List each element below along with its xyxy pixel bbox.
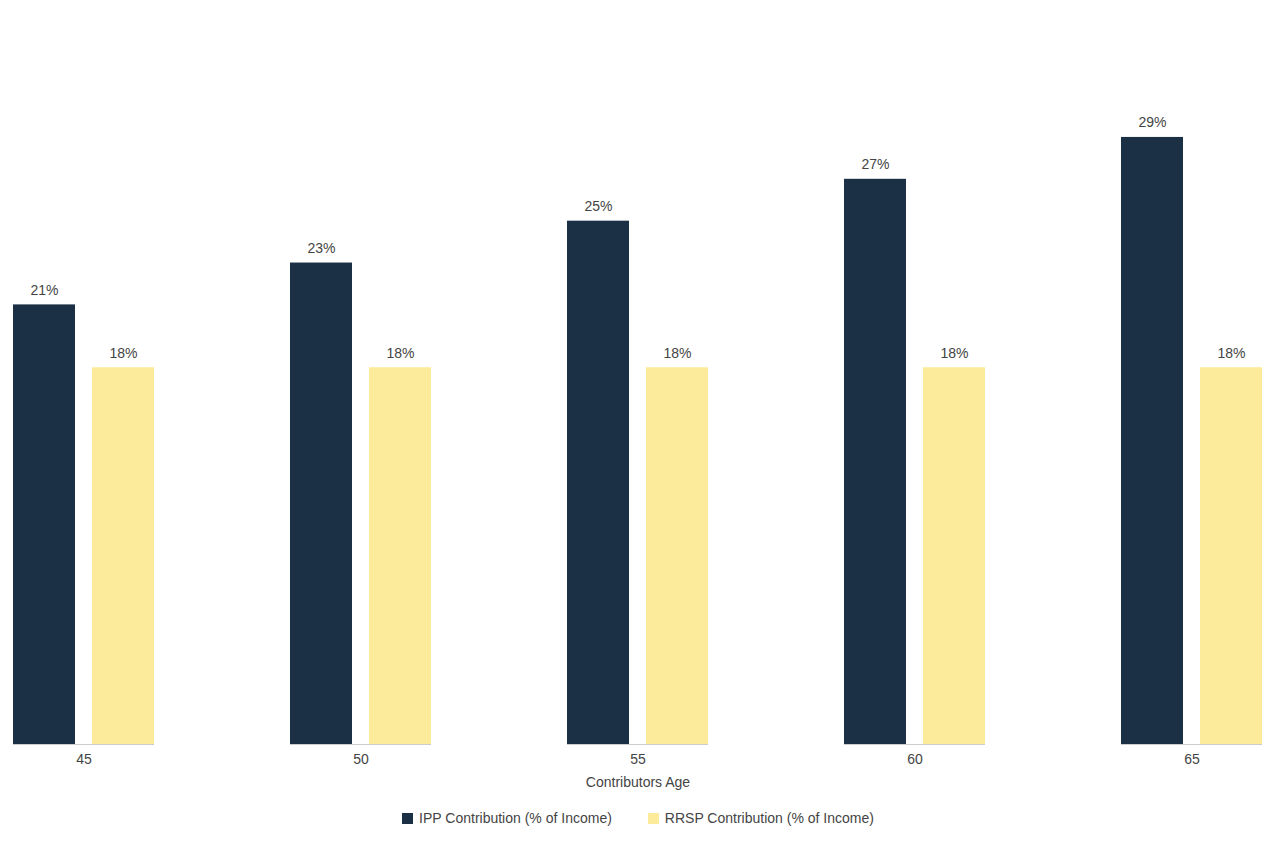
svg-text:18%: 18% (109, 345, 137, 361)
svg-text:18%: 18% (663, 345, 691, 361)
svg-text:25%: 25% (584, 198, 612, 214)
html-text:IPP Contribution (% of Income): IPP Contribution (% of Income) (419, 810, 612, 826)
svg-text:60: 60 (907, 751, 923, 767)
svg-text:50: 50 (353, 751, 369, 767)
svg-text:18%: 18% (386, 345, 414, 361)
svg-text:55: 55 (630, 751, 646, 767)
svg-text:29%: 29% (1138, 114, 1166, 130)
svg-text:65: 65 (1184, 751, 1200, 767)
svg-text:21%: 21% (30, 282, 58, 298)
svg-text:23%: 23% (307, 240, 335, 256)
svg-text:18%: 18% (1217, 345, 1245, 361)
svg-text:18%: 18% (940, 345, 968, 361)
svg-text:45: 45 (76, 751, 92, 767)
svg-text:27%: 27% (861, 156, 889, 172)
svg-text:Contributors Age: Contributors Age (586, 774, 690, 790)
html-text:RRSP Contribution (% of Income: RRSP Contribution (% of Income) (664, 810, 874, 826)
